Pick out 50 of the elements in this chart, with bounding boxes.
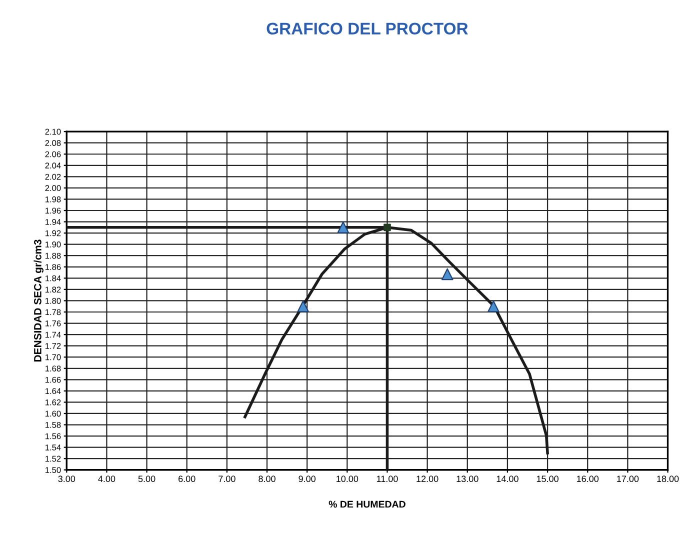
x-tick-label: 16.00 [577, 476, 599, 482]
y-tick-label: 1.96 [46, 208, 61, 214]
y-tick-label: 1.72 [46, 343, 61, 349]
y-tick-label: 1.50 [46, 467, 61, 473]
y-tick-label: 2.10 [45, 128, 61, 135]
y-tick-label: 1.82 [46, 286, 61, 293]
x-tick-label: 5.00 [138, 476, 156, 482]
x-tick-label: 18.00 [657, 476, 679, 482]
y-tick-label: 1.66 [46, 376, 61, 383]
y-tick-label: 1.62 [46, 399, 61, 406]
x-tick-label: 15.00 [536, 476, 558, 482]
y-axis-title: DENSIDAD SECA gr/cm3 [34, 240, 44, 362]
x-tick-label: 14.00 [496, 476, 518, 482]
y-tick-label: 2.04 [45, 162, 61, 168]
y-tick-label: 1.60 [46, 410, 61, 417]
y-tick-label: 1.78 [46, 309, 61, 316]
y-tick-label: 1.56 [46, 433, 61, 440]
x-tick-label: 10.00 [336, 476, 358, 482]
y-tick-label: 1.84 [46, 275, 61, 282]
x-tick-label: 7.00 [218, 476, 236, 482]
x-tick-label: 11.00 [376, 476, 398, 482]
y-tick-label: 1.70 [46, 354, 61, 360]
chart-title: GRAFICO DEL PROCTOR [266, 22, 468, 35]
y-tick-label: 1.86 [46, 264, 61, 270]
y-tick-label: 1.80 [46, 298, 61, 304]
y-tick-label: 1.88 [46, 252, 61, 259]
x-axis-title: % DE HUMEDAD [328, 500, 406, 508]
y-tick-label: 1.52 [46, 456, 61, 462]
y-tick-label: 1.98 [46, 196, 61, 202]
x-tick-label: 17.00 [617, 476, 639, 482]
x-tick-label: 6.00 [178, 476, 196, 482]
y-tick-label: 1.74 [46, 332, 61, 338]
y-tick-label: 1.58 [46, 422, 61, 428]
y-tick-label: 1.90 [46, 242, 61, 248]
y-tick-label: 1.68 [46, 366, 61, 372]
x-tick-label: 3.00 [58, 476, 76, 482]
y-tick-label: 2.00 [45, 185, 61, 192]
y-tick-label: 1.94 [46, 218, 61, 225]
x-tick-label: 9.00 [298, 476, 316, 482]
x-tick-label: 8.00 [258, 476, 276, 482]
y-tick-label: 2.02 [45, 174, 61, 180]
x-tick-label: 4.00 [98, 476, 116, 482]
y-tick-label: 1.92 [46, 230, 61, 236]
y-tick-label: 2.06 [45, 151, 61, 158]
y-tick-label: 1.54 [46, 444, 61, 450]
y-tick-label: 1.64 [46, 388, 61, 394]
y-tick-label: 1.76 [46, 320, 61, 326]
x-tick-label: 12.00 [416, 476, 438, 482]
y-tick-label: 2.08 [45, 140, 61, 146]
x-tick-label: 13.00 [456, 476, 478, 482]
